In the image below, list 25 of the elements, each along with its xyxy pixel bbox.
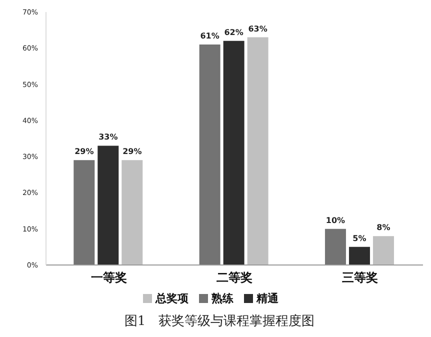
bar bbox=[372, 236, 394, 265]
bar bbox=[348, 246, 370, 265]
data-label: 63% bbox=[248, 24, 268, 34]
text: 图1 获奖等级与课程掌握程度图 bbox=[123, 313, 316, 330]
bar bbox=[223, 40, 244, 265]
data-label: 29% bbox=[122, 147, 142, 156]
data-label: 62% bbox=[224, 28, 244, 37]
data-label: 61% bbox=[200, 32, 220, 41]
data-label: 10% bbox=[326, 216, 346, 225]
legend-label: 精通 bbox=[256, 292, 278, 305]
bar bbox=[122, 160, 143, 265]
x-tick-label: 二等奖 bbox=[216, 270, 252, 285]
data-label: 29% bbox=[74, 147, 94, 156]
data-label: 33% bbox=[98, 132, 118, 142]
x-tick-label: 三等奖 bbox=[342, 270, 378, 285]
bar bbox=[199, 44, 220, 265]
data-label: 5% bbox=[352, 234, 366, 243]
x-tick-label: 一等奖 bbox=[90, 270, 127, 285]
bar bbox=[74, 160, 95, 265]
legend-label: 熟练 bbox=[212, 292, 234, 305]
legend-label: 总奖项 bbox=[156, 292, 188, 305]
bar bbox=[247, 37, 268, 265]
bar bbox=[324, 228, 346, 265]
bar bbox=[98, 146, 119, 265]
data-label: 8% bbox=[376, 223, 390, 232]
